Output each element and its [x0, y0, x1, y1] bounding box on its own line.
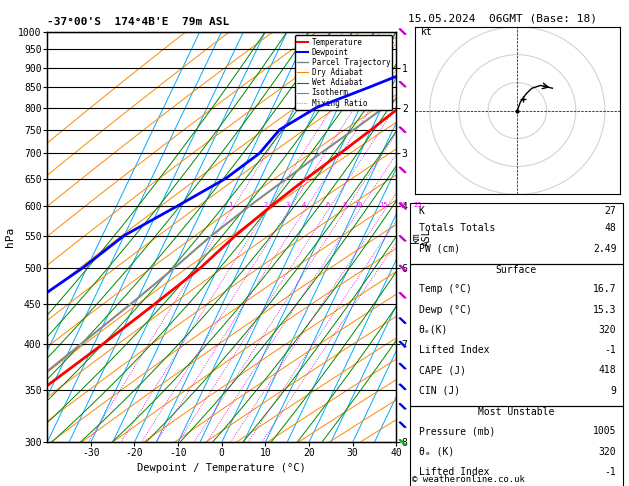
Text: 48: 48	[604, 224, 616, 233]
Text: 1005: 1005	[593, 426, 616, 436]
Bar	[410, 264, 623, 406]
Text: 25: 25	[413, 202, 422, 208]
Text: 2: 2	[264, 202, 268, 208]
Text: Lifted Index: Lifted Index	[419, 467, 489, 477]
Bar	[410, 203, 623, 264]
Text: 320: 320	[599, 447, 616, 457]
Text: Temp (°C): Temp (°C)	[419, 284, 472, 295]
Text: CIN (J): CIN (J)	[419, 386, 460, 396]
Text: © weatheronline.co.uk: © weatheronline.co.uk	[412, 474, 525, 484]
Text: K: K	[419, 206, 425, 216]
Text: 1: 1	[228, 202, 233, 208]
Text: Surface: Surface	[496, 265, 537, 276]
Text: 2.49: 2.49	[593, 244, 616, 254]
Y-axis label: km
ASL: km ASL	[411, 228, 432, 246]
Text: kt: kt	[421, 27, 433, 37]
Text: 27: 27	[604, 206, 616, 216]
Text: 3: 3	[286, 202, 290, 208]
Text: Lifted Index: Lifted Index	[419, 345, 489, 355]
Text: 418: 418	[599, 365, 616, 376]
Text: LCL: LCL	[379, 35, 394, 45]
Text: Dewp (°C): Dewp (°C)	[419, 305, 472, 314]
Text: 10: 10	[354, 202, 362, 208]
Text: 16.7: 16.7	[593, 284, 616, 295]
Text: -1: -1	[604, 467, 616, 477]
Text: Totals Totals: Totals Totals	[419, 224, 495, 233]
Bar	[410, 406, 623, 486]
Text: 15.05.2024  06GMT (Base: 18): 15.05.2024 06GMT (Base: 18)	[408, 14, 596, 24]
X-axis label: Dewpoint / Temperature (°C): Dewpoint / Temperature (°C)	[137, 463, 306, 473]
Legend: Temperature, Dewpoint, Parcel Trajectory, Dry Adiabat, Wet Adiabat, Isotherm, Mi: Temperature, Dewpoint, Parcel Trajectory…	[295, 35, 392, 110]
Text: 4: 4	[302, 202, 306, 208]
Text: 15.3: 15.3	[593, 305, 616, 314]
Text: 8: 8	[342, 202, 347, 208]
Text: Pressure (mb): Pressure (mb)	[419, 426, 495, 436]
Text: CAPE (J): CAPE (J)	[419, 365, 465, 376]
Text: 20: 20	[398, 202, 407, 208]
Text: 15: 15	[379, 202, 388, 208]
Text: 9: 9	[611, 386, 616, 396]
Text: PW (cm): PW (cm)	[419, 244, 460, 254]
Y-axis label: hPa: hPa	[5, 227, 15, 247]
Text: -37°00'S  174°4B'E  79m ASL: -37°00'S 174°4B'E 79m ASL	[47, 17, 230, 27]
Text: 6: 6	[325, 202, 330, 208]
Text: Most Unstable: Most Unstable	[478, 407, 555, 417]
Text: θₑ (K): θₑ (K)	[419, 447, 454, 457]
Text: 320: 320	[599, 325, 616, 335]
Text: θₑ(K): θₑ(K)	[419, 325, 448, 335]
Text: -1: -1	[604, 345, 616, 355]
